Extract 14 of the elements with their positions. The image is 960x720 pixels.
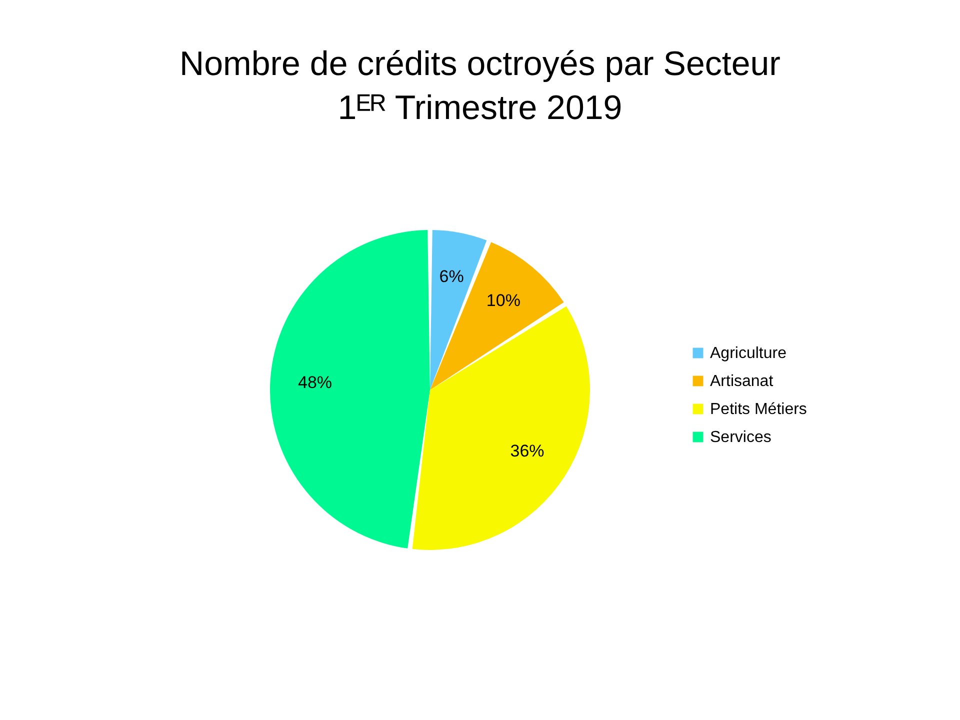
legend-label: Agriculture: [710, 345, 787, 362]
pie-slice: [412, 306, 590, 550]
data-label: 10%: [486, 291, 520, 310]
legend-label: Services: [710, 429, 772, 446]
data-label: 6%: [439, 266, 464, 286]
chart-subtitle: 1ᴱᴿ Trimestre 2019: [338, 89, 622, 127]
data-label: 48%: [298, 372, 332, 392]
pie-slice: [270, 230, 430, 548]
pie-slice: [430, 230, 487, 390]
data-label: 36%: [510, 442, 544, 461]
legend-label: Petits Métiers: [710, 401, 807, 418]
pie-slice: [430, 242, 564, 390]
chart-title: Nombre de crédits octroyés par Secteur: [180, 45, 780, 83]
legend-label: Artisanat: [710, 373, 774, 390]
